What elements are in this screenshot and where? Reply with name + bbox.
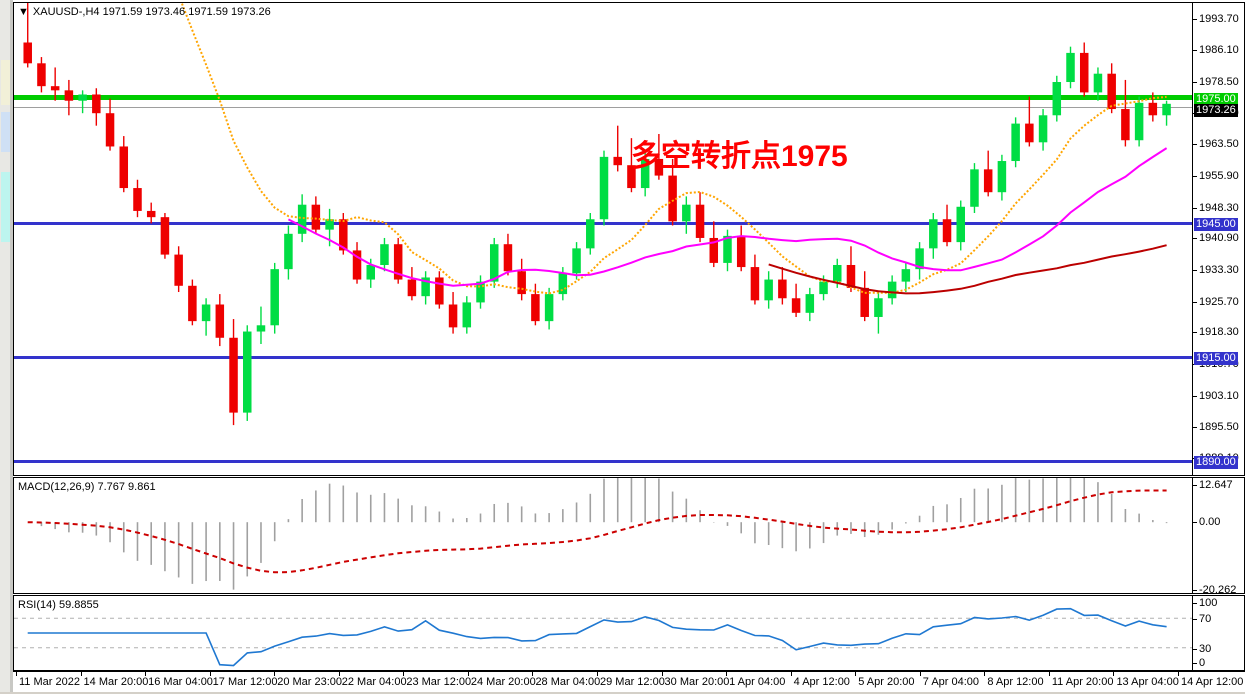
price-pane[interactable]: ▼ XAUUSD-,H4 1971.59 1973.46 1971.59 1973… — [13, 2, 1245, 476]
time-tick — [16, 672, 17, 676]
time-label: 23 Mar 12:00 — [406, 676, 472, 688]
level-tag-1890: 1890.00 — [1194, 456, 1238, 469]
time-label: 24 Mar 20:00 — [470, 676, 536, 688]
time-label: 17 Mar 12:00 — [212, 676, 278, 688]
last-price-line — [14, 107, 1192, 108]
time-tick — [209, 672, 211, 676]
time-label: 8 Apr 12:00 — [987, 676, 1044, 688]
macd-plot-area[interactable] — [14, 478, 1192, 593]
time-label: 11 Mar 2022 — [19, 676, 80, 688]
window-bottom-edge — [0, 692, 1245, 694]
time-label: 29 Mar 12:00 — [600, 676, 665, 688]
time-label: 16 Mar 04:00 — [148, 676, 213, 688]
time-label: 30 Mar 20:00 — [664, 676, 730, 688]
resistance-tag-1975: 1975.00 — [1194, 93, 1238, 106]
left-side-panel — [0, 0, 14, 694]
rsi-plot-area[interactable] — [14, 596, 1192, 670]
rsi-axis[interactable]: 100 70 30 0 — [1192, 596, 1244, 670]
chevron-down-icon[interactable]: ▼ — [18, 6, 29, 18]
panel-segment-cream — [1, 60, 10, 105]
rsi-svg — [14, 607, 1192, 667]
time-tick — [1048, 672, 1050, 676]
time-label: 20 Mar 23:00 — [277, 676, 343, 688]
time-label: 28 Mar 04:00 — [535, 676, 601, 688]
time-tick — [726, 672, 728, 676]
time-tick — [919, 672, 921, 676]
time-tick — [467, 672, 469, 676]
level-line-1945 — [14, 222, 1192, 225]
time-label: 13 Apr 04:00 — [1116, 676, 1179, 688]
time-tick — [855, 672, 857, 676]
time-tick — [403, 672, 405, 676]
macd-pane[interactable]: MACD(12,26,9) 7.767 9.861 12.647 0.00 -20.… — [13, 477, 1245, 596]
rsi-pane-header: RSI(14) 59.8855 — [18, 599, 99, 611]
symbol-ohlc-label: XAUUSD-,H4 1971.59 1973.46 1971.59 1973.… — [32, 6, 271, 18]
time-tick — [80, 672, 82, 676]
level-line-1915 — [14, 356, 1192, 359]
macd-svg — [27, 478, 1168, 590]
time-label: 1 Apr 04:00 — [729, 676, 786, 688]
level-tag-1915: 1915.00 — [1194, 352, 1238, 365]
time-label: 11 Apr 20:00 — [1051, 676, 1114, 688]
macd-pane-header: MACD(12,26,9) 7.767 9.861 — [18, 481, 156, 493]
time-tick — [274, 672, 276, 676]
time-label: 5 Apr 20:00 — [858, 676, 915, 688]
time-label: 7 Apr 04:00 — [922, 676, 980, 688]
chart-annotation: 多空转折点1975 — [631, 140, 848, 173]
time-tick — [790, 672, 792, 676]
time-tick — [984, 672, 986, 676]
time-tick — [661, 672, 663, 676]
time-tick — [597, 672, 598, 676]
level-line-1975 — [14, 95, 1192, 100]
last-price-tag: 1973.26 — [1194, 104, 1238, 117]
panel-segment-lightblue — [1, 112, 10, 152]
time-tick — [1178, 672, 1179, 676]
panel-scrollbar[interactable] — [10, 0, 13, 694]
time-label: 22 Mar 04:00 — [341, 676, 407, 688]
macd-axis[interactable]: 12.647 0.00 -20.262 — [1192, 478, 1244, 596]
level-tag-1945: 1945.00 — [1194, 218, 1238, 231]
time-label: 4 Apr 12:00 — [793, 676, 850, 688]
chart-frame: ▼ XAUUSD-,H4 1971.59 1973.46 1971.59 1973… — [13, 0, 1245, 694]
level-line-1890 — [14, 460, 1192, 463]
time-tick — [532, 672, 534, 676]
panel-segment-cyan — [1, 172, 10, 242]
time-tick — [145, 672, 147, 676]
time-tick — [338, 672, 340, 676]
time-label: 14 Mar 20:00 — [83, 676, 149, 688]
price-axis[interactable]: 1993.701986.101978.501971.101963.501955.… — [1192, 3, 1244, 475]
rsi-pane[interactable]: RSI(14) 59.8855 100 70 30 0 — [13, 595, 1245, 671]
price-plot-area[interactable]: 多空转折点1975 — [14, 3, 1192, 475]
candlestick-svg — [23, 3, 1171, 426]
time-tick — [1113, 672, 1115, 676]
time-axis[interactable]: 11 Mar 2022 14 Mar 20:00 16 Mar 04:00 17 Ma… — [13, 671, 1245, 694]
time-label: 14 Apr 12:00 — [1181, 676, 1244, 688]
price-pane-header: ▼ XAUUSD-,H4 1971.59 1973.46 1971.59 1973… — [18, 6, 271, 18]
